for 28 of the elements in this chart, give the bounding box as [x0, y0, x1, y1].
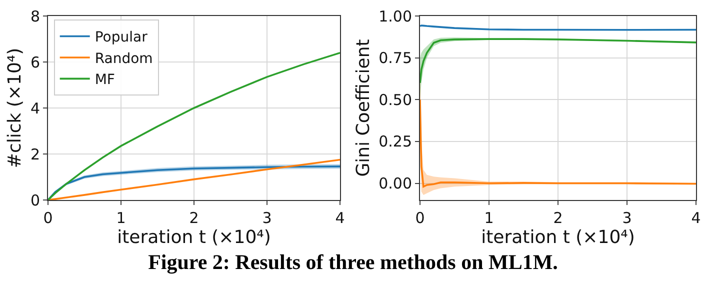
x-tick-label: 2 [553, 209, 563, 227]
x-tick-label: 1 [484, 209, 494, 227]
x-tick-label: 0 [415, 209, 425, 227]
y-axis-title: #click (×10⁴) [4, 48, 26, 168]
legend-label: Random [94, 50, 153, 67]
x-axis-title: iteration t (×10⁴) [117, 227, 271, 248]
x-tick-label: 0 [43, 209, 53, 227]
x-tick-label: 2 [189, 209, 199, 227]
caption: Figure 2: Results of three methods on ML1M. [147, 250, 559, 275]
x-tick-label: 1 [116, 209, 126, 227]
y-axis-title: Gini Coefficient [352, 39, 374, 177]
legend-label: MF [94, 72, 115, 88]
x-tick-label: 3 [262, 209, 272, 227]
y-tick-label: 0 [30, 191, 40, 210]
y-tick-label: 0.75 [378, 49, 412, 68]
x-tick-label: 3 [622, 209, 632, 227]
y-tick-label: 2 [30, 145, 40, 164]
x-axis-title: iteration t (×10⁴) [481, 227, 635, 248]
y-tick-label: 8 [30, 7, 40, 26]
y-tick-label: 0.25 [378, 132, 412, 151]
y-tick-label: 0.00 [378, 174, 412, 193]
x-tick-label: 4 [335, 209, 345, 227]
x-tick-label: 4 [691, 209, 701, 227]
y-tick-label: 0.50 [378, 90, 412, 109]
y-tick-label: 4 [30, 99, 40, 118]
y-tick-label: 6 [30, 53, 40, 72]
y-tick-label: 1.00 [378, 7, 412, 26]
legend-label: Popular [94, 30, 148, 46]
